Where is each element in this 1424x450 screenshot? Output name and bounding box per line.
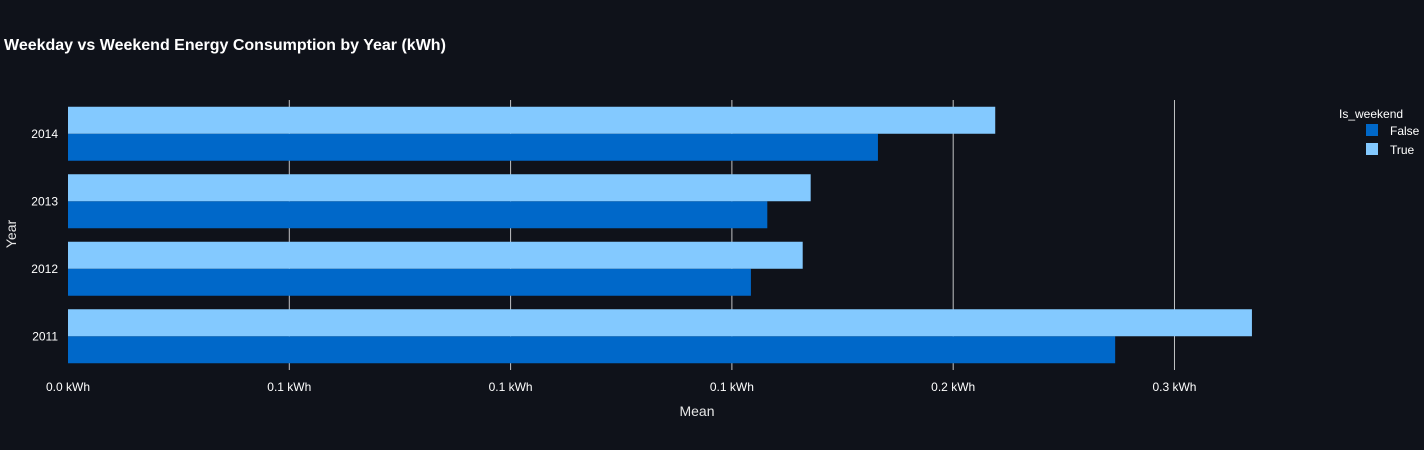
legend-swatch-false[interactable]	[1366, 124, 1378, 136]
y-axis-label: Year	[3, 220, 19, 249]
x-tick-label: 0.0 kWh	[46, 380, 90, 394]
bar-2014-true[interactable]	[68, 106, 996, 134]
x-tick-label: 0.3 kWh	[1152, 380, 1196, 394]
legend-title: Is_weekend	[1339, 107, 1403, 121]
bar-2013-false[interactable]	[68, 201, 768, 229]
x-tick-label: 0.1 kWh	[267, 380, 311, 394]
bar-2012-true[interactable]	[68, 241, 803, 269]
legend-swatch-true[interactable]	[1366, 143, 1378, 155]
x-tick-label: 0.2 kWh	[931, 380, 975, 394]
bars	[68, 106, 1252, 364]
y-tick-label: 2014	[31, 127, 58, 141]
legend-label-false[interactable]: False	[1390, 124, 1420, 138]
x-tick-label: 0.1 kWh	[710, 380, 754, 394]
bar-2013-true[interactable]	[68, 174, 811, 202]
y-tick-label: 2011	[32, 329, 58, 343]
x-axis-label: Mean	[679, 403, 714, 419]
bar-2011-true[interactable]	[68, 309, 1252, 337]
bar-2014-false[interactable]	[68, 133, 878, 161]
x-tick-label: 0.1 kWh	[489, 380, 533, 394]
legend-label-true[interactable]: True	[1390, 143, 1415, 157]
y-tick-label: 2012	[31, 262, 58, 276]
chart-title: Weekday vs Weekend Energy Consumption by…	[4, 37, 446, 54]
legend[interactable]: Is_weekend False True	[1339, 107, 1420, 157]
bar-2012-false[interactable]	[68, 268, 751, 296]
x-axis-ticks: 0.0 kWh 0.1 kWh 0.1 kWh 0.1 kWh 0.2 kWh 0.3 k…	[46, 380, 1196, 394]
y-axis-ticks: 2011 2012 2013 2014	[31, 127, 58, 344]
y-tick-label: 2013	[31, 194, 58, 208]
bar-2011-false[interactable]	[68, 336, 1116, 364]
